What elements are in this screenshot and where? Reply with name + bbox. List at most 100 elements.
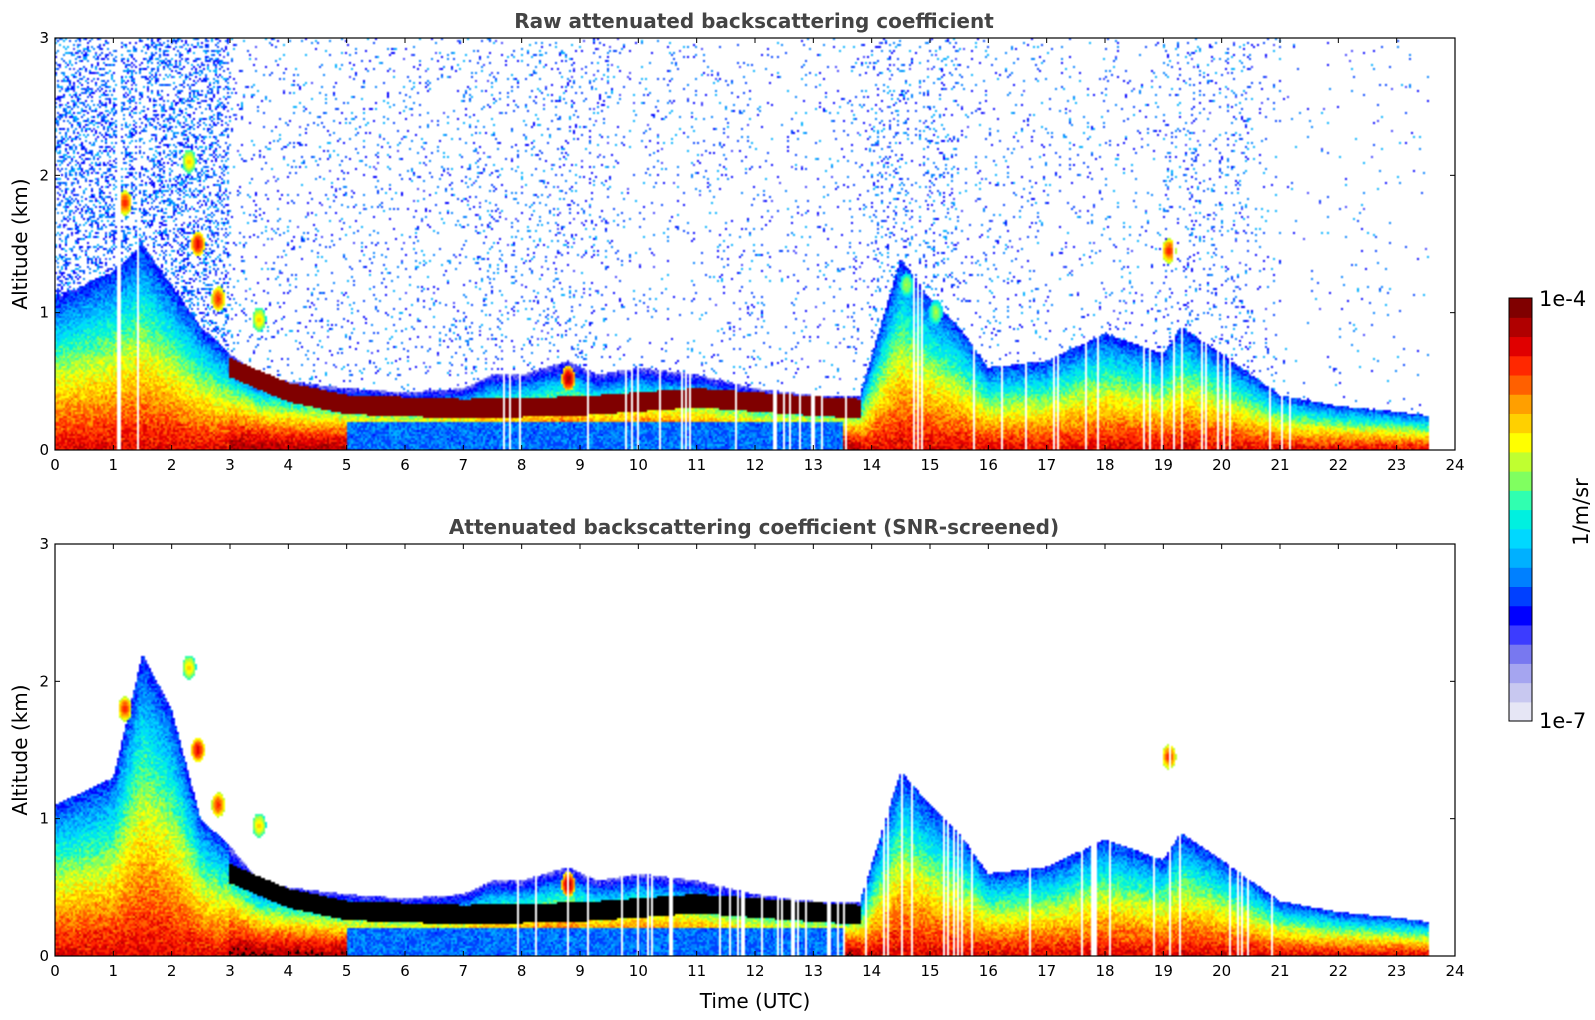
colorbar-segment [1509, 317, 1532, 338]
x-tick-label: 23 [1387, 456, 1406, 474]
colorbar-segment [1509, 663, 1532, 684]
colorbar-segment [1509, 490, 1532, 511]
x-tick-label: 0 [50, 962, 60, 980]
top-panel-heatmap [55, 38, 1455, 450]
x-tick-label: 21 [1270, 962, 1289, 980]
x-tick-label: 4 [284, 456, 294, 474]
x-tick-label: 19 [1154, 456, 1173, 474]
x-tick-label: 3 [225, 962, 235, 980]
bottom-panel-ticks: 0 1 2 3 4 5 6 7 8 9 10 11 12 13 14 15 16 17 18 19 20 21 22 23 24… [39, 535, 1464, 980]
x-tick-label: 18 [1095, 456, 1114, 474]
top-panel-title: Raw attenuated backscattering coefficien… [514, 9, 994, 33]
colorbar-segment [1509, 586, 1532, 607]
colorbar-segment [1509, 509, 1532, 530]
x-tick-label: 24 [1445, 456, 1464, 474]
colorbar-segment [1509, 644, 1532, 664]
top-panel: Raw attenuated backscattering coefficien… [8, 9, 1465, 474]
colorbar-segments [1509, 298, 1532, 722]
colorbar-segment [1509, 471, 1532, 491]
x-tick-label: 9 [575, 456, 585, 474]
x-tick-label: 16 [979, 456, 998, 474]
x-tick-label: 6 [400, 962, 410, 980]
bottom-panel: Attenuated backscattering coefficient (S… [8, 515, 1465, 1013]
colorbar-segment [1509, 336, 1532, 357]
x-tick-label: 20 [1212, 962, 1231, 980]
x-tick-label: 14 [862, 962, 881, 980]
x-tick-label: 2 [167, 456, 177, 474]
y-tick-label: 0 [39, 441, 49, 459]
x-tick-label: 10 [629, 456, 648, 474]
x-tick-label: 5 [342, 456, 352, 474]
x-tick-label: 13 [804, 962, 823, 980]
bottom-panel-heatmap [55, 544, 1455, 956]
top-panel-ticks: 0 1 2 3 4 5 6 7 8 9 10 11 12 13 14 15 16 17 18 19 20 21 22 23 24… [39, 29, 1464, 474]
top-panel-plot-area [55, 38, 1455, 450]
colorbar-segment [1509, 528, 1532, 549]
colorbar-segment [1509, 547, 1532, 568]
colorbar-frame [1508, 297, 1533, 722]
x-tick-label: 17 [1037, 962, 1056, 980]
x-tick-label: 9 [575, 962, 585, 980]
x-tick-label: 1 [109, 456, 119, 474]
x-tick-label: 0 [50, 456, 60, 474]
x-tick-label: 5 [342, 962, 352, 980]
colorbar-segment [1509, 624, 1532, 645]
x-tick-label: 4 [284, 962, 294, 980]
x-tick-label: 8 [517, 962, 527, 980]
colorbar-segment [1509, 605, 1532, 626]
x-tick-label: 7 [459, 962, 469, 980]
x-tick-label: 7 [459, 456, 469, 474]
x-tick-label: 14 [862, 456, 881, 474]
top-panel-ylabel: Altitude (km) [8, 178, 32, 309]
colorbar-segment [1509, 701, 1532, 722]
x-tick-label: 1 [109, 962, 119, 980]
x-tick-label: 12 [745, 962, 764, 980]
colorbar-segment [1509, 298, 1532, 318]
x-tick-label: 11 [687, 456, 706, 474]
colorbar-segment [1509, 394, 1532, 414]
y-tick-label: 2 [39, 672, 49, 690]
x-tick-label: 6 [400, 456, 410, 474]
y-tick-label: 1 [39, 304, 49, 322]
y-tick-label: 1 [39, 810, 49, 828]
x-tick-label: 11 [687, 962, 706, 980]
colorbar-segment [1509, 451, 1532, 472]
colorbar-segment [1509, 432, 1532, 453]
colorbar: 1e-4 1e-7 1/m/sr [1508, 287, 1593, 733]
y-tick-label: 0 [39, 947, 49, 965]
bottom-panel-ylabel: Altitude (km) [8, 684, 32, 815]
y-tick-label: 3 [39, 535, 49, 553]
x-tick-label: 2 [167, 962, 177, 980]
x-tick-label: 22 [1329, 456, 1348, 474]
x-tick-label: 15 [920, 962, 939, 980]
colorbar-segment [1509, 567, 1532, 588]
x-tick-label: 16 [979, 962, 998, 980]
colorbar-segment [1509, 355, 1532, 376]
x-tick-label: 20 [1212, 456, 1231, 474]
x-tick-label: 8 [517, 456, 527, 474]
bottom-panel-title: Attenuated backscattering coefficient (S… [449, 515, 1059, 539]
colorbar-segment [1509, 413, 1532, 434]
bottom-panel-plot-area [55, 544, 1455, 956]
x-tick-label: 3 [225, 456, 235, 474]
colorbar-unit-label: 1/m/sr [1569, 478, 1593, 546]
x-tick-label: 18 [1095, 962, 1114, 980]
x-tick-label: 17 [1037, 456, 1056, 474]
x-tick-label: 23 [1387, 962, 1406, 980]
colorbar-max-label: 1e-4 [1539, 287, 1586, 311]
x-tick-label: 13 [804, 456, 823, 474]
x-axis-label: Time (UTC) [699, 989, 811, 1013]
x-tick-label: 22 [1329, 962, 1348, 980]
x-tick-label: 21 [1270, 456, 1289, 474]
colorbar-segment [1509, 374, 1532, 395]
x-tick-label: 10 [629, 962, 648, 980]
y-tick-label: 3 [39, 29, 49, 47]
colorbar-segment [1509, 682, 1532, 703]
x-tick-label: 15 [920, 456, 939, 474]
y-tick-label: 2 [39, 166, 49, 184]
x-tick-label: 19 [1154, 962, 1173, 980]
x-tick-label: 12 [745, 456, 764, 474]
colorbar-min-label: 1e-7 [1539, 709, 1586, 733]
x-tick-label: 24 [1445, 962, 1464, 980]
